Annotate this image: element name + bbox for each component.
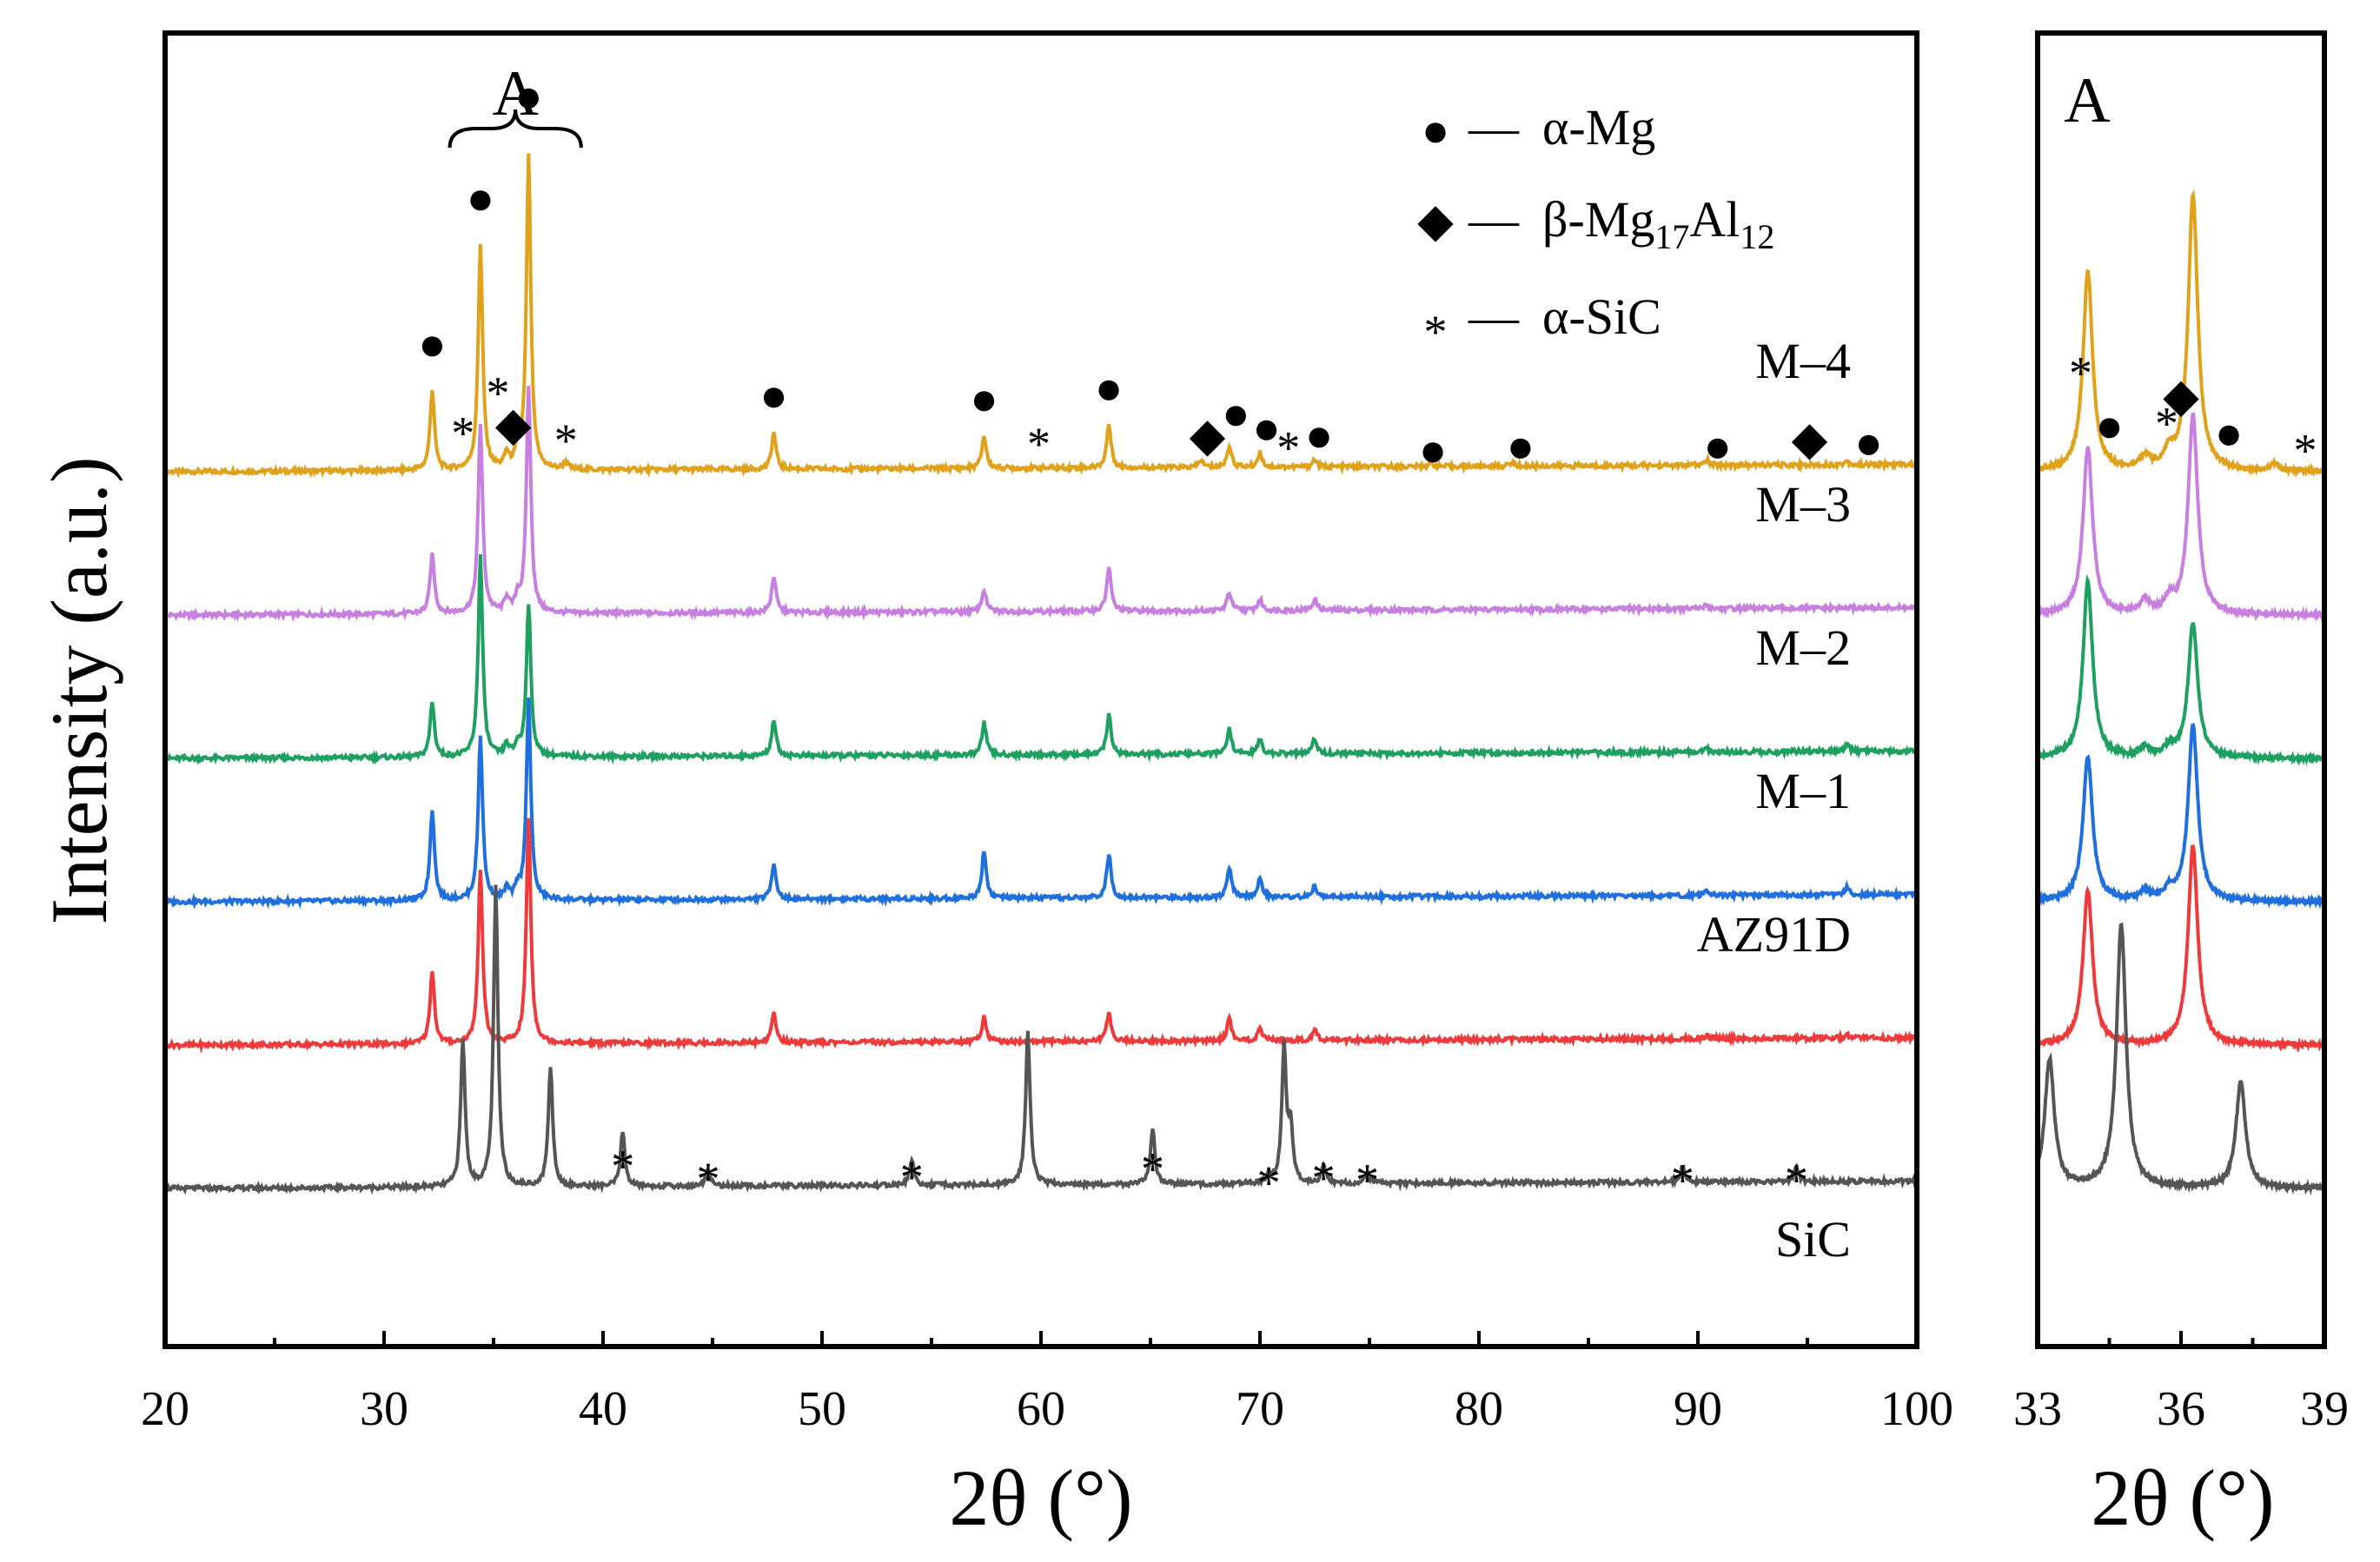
legend-dash: —: [1468, 191, 1520, 248]
y-axis-title: Intensity (a.u.): [35, 456, 123, 924]
legend-item-alpha-sic: * — α-SiC: [1424, 288, 1661, 358]
main-x-ticks: 20 30 40 50 60 70 80 90 100: [141, 1331, 1953, 1436]
diamond-marker: ◆: [1190, 409, 1226, 461]
asterisk-marker: *: [1785, 1155, 1808, 1207]
circle-marker: ●: [1703, 420, 1732, 473]
circle-marker: ●: [2095, 400, 2124, 452]
asterisk-marker: *: [697, 1153, 720, 1205]
sample-label: SiC: [1775, 1211, 1851, 1267]
series-line-m1: [164, 697, 1919, 910]
legend-dash: —: [1468, 288, 1520, 345]
legend-label: β-Mg17Al12: [1542, 191, 1774, 256]
main-x-axis-title: 2θ (°): [949, 1453, 1132, 1542]
zoom-x-axis-title: 2θ (°): [2091, 1453, 2274, 1542]
region-a-label: A: [492, 58, 538, 129]
sample-label: M–3: [1755, 476, 1851, 533]
circle-marker: ●: [1095, 361, 1124, 414]
asterisk-marker: *: [1312, 1152, 1336, 1204]
zoom-series-group: [2036, 189, 2326, 1196]
zoom-series-line-sic: [2036, 922, 2326, 1196]
circle-marker: ●: [514, 69, 543, 122]
x-tick-label: 50: [798, 1382, 846, 1436]
circle-marker: ●: [1507, 420, 1535, 473]
legend-item-beta-mg17al12: ◆ — β-Mg17Al12: [1417, 191, 1774, 256]
diamond-marker: ◆: [495, 398, 532, 450]
circle-marker: ●: [1854, 416, 1883, 468]
asterisk-marker: *: [2069, 347, 2092, 399]
zoom-x-tick-label: 39: [2300, 1382, 2349, 1436]
circle-marker: ●: [418, 318, 447, 370]
zoom-x-tick-label: 36: [2157, 1382, 2205, 1436]
legend-label-part: Al: [1689, 191, 1740, 248]
circle-marker: ●: [2215, 407, 2244, 460]
diamond-marker: ◆: [2163, 370, 2199, 422]
asterisk-marker: *: [1356, 1155, 1379, 1207]
x-tick-label: 40: [579, 1382, 627, 1436]
asterisk-marker: *: [1257, 1156, 1281, 1208]
legend-item-alpha-mg: ● — α-Mg: [1422, 99, 1656, 156]
zoom-series-line-az91d: [2036, 844, 2326, 1053]
circle-icon: ●: [1422, 104, 1450, 156]
zoom-x-ticks: 33 36 39: [2013, 1331, 2349, 1436]
asterisk-icon: *: [1424, 306, 1448, 358]
zoom-series-line-m4: [2036, 189, 2326, 479]
circle-marker: ●: [1222, 387, 1250, 440]
legend-label-subscript: 12: [1740, 217, 1774, 256]
circle-marker: ●: [970, 373, 998, 425]
asterisk-marker: *: [1141, 1142, 1164, 1195]
asterisk-marker: *: [2294, 425, 2317, 477]
zoom-series-line-m3: [2037, 412, 2325, 623]
diamond-icon: ◆: [1417, 195, 1454, 247]
circle-marker: ●: [1419, 424, 1448, 476]
x-tick-label: 20: [141, 1382, 189, 1436]
legend-label-part: β-Mg: [1542, 191, 1654, 248]
asterisk-marker: *: [451, 407, 474, 460]
x-tick-label: 70: [1236, 1382, 1284, 1436]
series-line-m4: [163, 153, 1918, 479]
main-markers-group: ●●●**◆ *● ●*●◆● ●* ● ● ● ● ◆ ●* * * * * * * * *: [418, 69, 1883, 1208]
asterisk-marker: *: [554, 414, 578, 467]
series-line-m2: [164, 553, 1919, 765]
diamond-marker: ◆: [1792, 413, 1828, 465]
x-tick-label: 30: [360, 1382, 408, 1436]
legend-dash: —: [1468, 99, 1520, 156]
zoom-series-line-m1: [2036, 722, 2326, 910]
x-tick-label: 90: [1674, 1382, 1722, 1436]
legend-label-subscript: 17: [1654, 217, 1689, 256]
legend-label: α-Mg: [1542, 99, 1655, 156]
x-tick-label: 100: [1880, 1382, 1953, 1436]
main-series-group: [163, 153, 1919, 1195]
x-tick-label: 80: [1455, 1382, 1503, 1436]
zoom-panel-label: A: [2064, 65, 2110, 136]
series-line-az91d: [163, 817, 1919, 1054]
series-line-sic: [164, 884, 1919, 1195]
asterisk-marker: *: [1671, 1155, 1694, 1207]
sample-label: M–4: [1755, 333, 1851, 389]
zoom-markers-group: *● *◆● *: [2069, 347, 2317, 476]
asterisk-marker: *: [611, 1141, 634, 1193]
sample-label: AZ91D: [1697, 906, 1851, 963]
circle-marker: ●: [1252, 402, 1281, 454]
circle-marker: ●: [467, 172, 495, 224]
sample-label: M–1: [1755, 763, 1851, 819]
region-a-brace: [447, 109, 583, 149]
sample-labels: M–4 M–3 M–2 M–1 AZ91D SiC: [1697, 333, 1851, 1267]
legend: ● — α-Mg ◆ — β-Mg17Al12 * — α-SiC: [1417, 99, 1774, 358]
asterisk-marker: *: [1027, 418, 1051, 470]
asterisk-marker: *: [900, 1151, 924, 1203]
x-tick-label: 60: [1017, 1382, 1065, 1436]
legend-label: α-SiC: [1542, 288, 1661, 345]
asterisk-marker: *: [487, 367, 510, 419]
zoom-series-line-m2: [2036, 573, 2326, 767]
series-line-m3: [163, 386, 1919, 623]
asterisk-marker: *: [2155, 398, 2178, 450]
circle-marker: ●: [1305, 409, 1334, 461]
circle-marker: ●: [759, 369, 788, 421]
sample-label: M–2: [1755, 619, 1851, 676]
asterisk-marker: *: [1276, 421, 1300, 473]
zoom-x-tick-label: 33: [2013, 1382, 2062, 1436]
